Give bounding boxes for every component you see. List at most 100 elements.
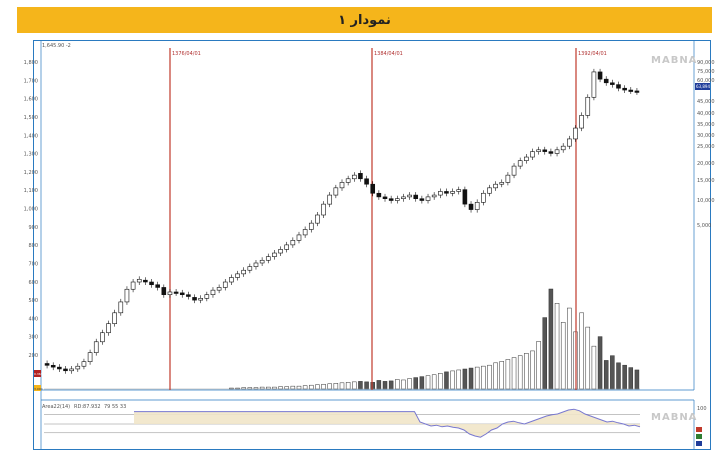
volume-bar (560, 322, 566, 390)
candle (585, 96, 591, 116)
candle (229, 277, 234, 283)
candle (610, 82, 615, 85)
volume-bar (536, 341, 541, 390)
candle (530, 151, 535, 158)
price-header: 1,645.90 -2 (42, 43, 71, 49)
candle (222, 281, 228, 288)
right-badge-blue-text: 63,894 (696, 84, 710, 89)
candle (511, 165, 517, 176)
volume-bar (358, 381, 363, 390)
candle (444, 191, 449, 194)
y-tick-left: 1,700 (24, 78, 38, 84)
y-tick-right: 75,000 (697, 69, 715, 75)
volume-bar (499, 361, 504, 390)
candle (567, 138, 572, 147)
y-tick-left: 1,000 (24, 207, 38, 213)
candle (370, 183, 376, 194)
y-tick-left: 1,400 (24, 133, 38, 139)
volume-bar (333, 383, 339, 390)
candle (573, 127, 578, 140)
candle (425, 196, 431, 201)
candle (179, 292, 185, 295)
candle (161, 287, 167, 295)
left-badge-red-text: 0.363 (34, 372, 43, 376)
watermark-top: MABNA (651, 55, 697, 66)
candle (290, 240, 296, 246)
volume-bar (364, 381, 369, 390)
candle (321, 203, 326, 216)
volume-bar (622, 364, 627, 390)
candle (388, 198, 394, 201)
y-tick-left: 600 (28, 280, 38, 286)
candle (579, 115, 584, 129)
candle (524, 156, 529, 161)
candle (167, 291, 173, 295)
volume-bar (296, 385, 302, 390)
volume-bar (444, 371, 449, 390)
candle (259, 259, 265, 264)
vertical-marker-label: 1376/04/01 (172, 51, 201, 57)
volume-bar (616, 362, 621, 390)
candle (597, 71, 603, 80)
volume-bar (395, 379, 400, 390)
volume-bar (388, 380, 394, 390)
candle (376, 192, 382, 198)
oscillator (44, 408, 641, 438)
volume-bar (450, 370, 455, 390)
volume-bar (309, 384, 314, 390)
y-tick-left: 1,200 (24, 170, 38, 176)
volume-bar (327, 383, 332, 390)
candle (333, 187, 339, 196)
candle (296, 234, 302, 241)
volume-bar (511, 357, 517, 390)
vertical-marker-label: 1384/04/01 (374, 51, 403, 57)
candle (149, 281, 154, 286)
volume-bar (456, 369, 461, 390)
candle (253, 262, 259, 267)
candle (75, 365, 81, 370)
candle (284, 244, 289, 250)
volume-bar (370, 382, 375, 390)
y-tick-right: 35,000 (697, 122, 715, 128)
candle (622, 87, 627, 91)
y-tick-right: 60,000 (697, 78, 715, 84)
y-tick-left: 1,500 (24, 115, 38, 121)
y-tick-left: 1,600 (24, 97, 38, 103)
candle (431, 194, 437, 198)
candle (235, 273, 240, 278)
y-tick-right: 45,000 (697, 99, 715, 105)
candle (542, 149, 548, 152)
candle (536, 149, 541, 152)
candle (44, 363, 50, 366)
right-badge-blue (695, 83, 710, 90)
osc-badge-green (696, 434, 702, 439)
volume-bar (302, 385, 308, 390)
y-tick-right: 10,000 (697, 198, 715, 204)
candle (81, 361, 87, 367)
candles (44, 68, 640, 374)
volume-bar (493, 362, 498, 390)
candle (93, 341, 99, 353)
candle (278, 249, 283, 254)
volume-bar (401, 379, 406, 390)
volume-bar (524, 353, 529, 390)
candle (100, 332, 105, 343)
volume-bar (505, 359, 511, 390)
osc-right-top-label: 100 (697, 406, 707, 412)
candle (382, 196, 388, 199)
candle (118, 301, 124, 314)
indicator-value: RD:87.932 (74, 404, 101, 410)
candle (272, 252, 277, 257)
watermark-bottom: MABNA (651, 412, 697, 423)
volume-bar (634, 369, 640, 390)
candle (407, 194, 412, 198)
volume-bar (407, 378, 412, 390)
candle (112, 312, 117, 324)
candle (192, 297, 197, 301)
candle (487, 187, 492, 194)
volume-bar (517, 355, 523, 390)
candle (204, 294, 210, 299)
volume-bar (579, 312, 584, 390)
candle (155, 284, 160, 288)
